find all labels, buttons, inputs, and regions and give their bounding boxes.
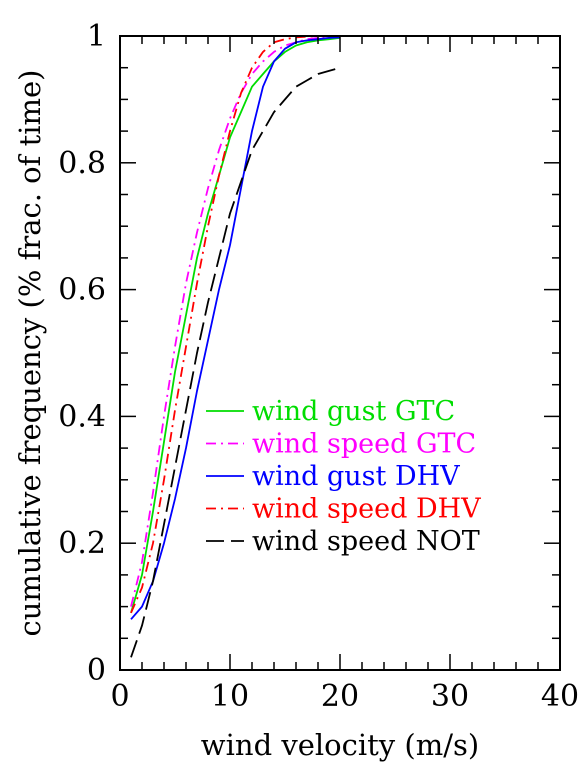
tick-layer: 0 10 20 30 40 0 0.2 0.4 0.6 0.8 1 (58, 19, 579, 714)
y-tick-label: 0.2 (58, 526, 106, 561)
x-axis-title: wind velocity (m/s) (201, 728, 479, 762)
y-tick-label: 0.8 (58, 146, 106, 181)
series-line-3 (130, 36, 341, 620)
y-tick-label: 1 (87, 19, 106, 54)
x-tick-label: 10 (211, 679, 249, 714)
y-axis-title: cumulative frequency (% frac. of time) (13, 69, 47, 636)
plot-frame (119, 35, 561, 671)
series-layer (130, 35, 341, 658)
y-tick-label: 0.6 (58, 273, 106, 308)
series-line-2 (130, 35, 341, 607)
x-tick-label: 20 (321, 679, 359, 714)
legend-label-3: wind gust DHV (252, 461, 460, 492)
legend-label-5: wind speed NOT (252, 526, 480, 557)
x-tick-label: 40 (541, 679, 579, 714)
y-tick-label: 0.4 (58, 399, 106, 434)
y-tick-label: 0 (87, 653, 106, 688)
x-tick-label: 30 (431, 679, 469, 714)
x-tick-label: 0 (110, 679, 129, 714)
series-line-5 (130, 66, 341, 658)
legend-label-1: wind gust GTC (252, 396, 455, 427)
series-line-1 (130, 37, 341, 614)
legend-label-2: wind speed GTC (252, 429, 476, 460)
legend-label-4: wind speed DHV (252, 494, 481, 525)
